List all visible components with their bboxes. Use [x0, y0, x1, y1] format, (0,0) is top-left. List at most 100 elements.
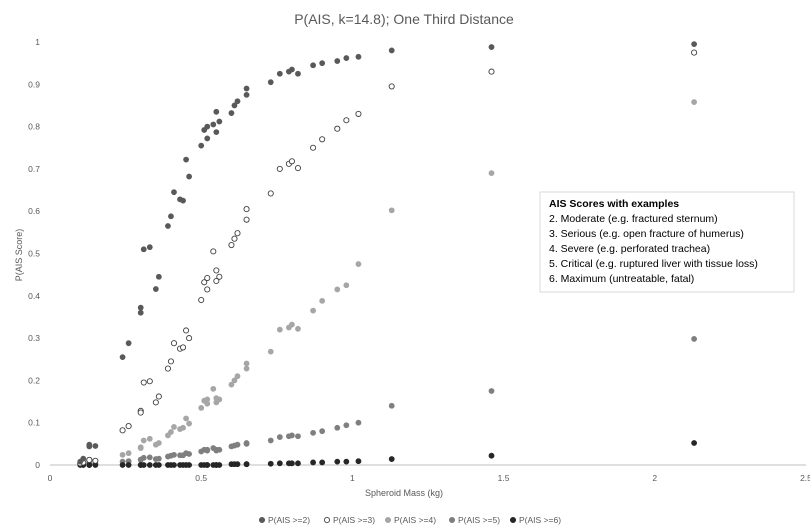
- point-series-4: [334, 424, 341, 431]
- x-tick-label: 2.5: [800, 473, 810, 483]
- point-series-3: [146, 435, 153, 442]
- point-series-4: [234, 441, 241, 448]
- point-series-3: [198, 404, 205, 411]
- y-tick-label: 0.4: [28, 291, 40, 301]
- point-series-4: [204, 446, 211, 453]
- point-series-1: [146, 244, 153, 251]
- point-series-2: [231, 235, 238, 242]
- point-series-1: [216, 118, 223, 125]
- data-points: [77, 41, 698, 468]
- point-series-5: [691, 440, 698, 446]
- point-series-1: [276, 70, 283, 77]
- point-series-1: [140, 246, 147, 253]
- y-tick-label: 0.1: [28, 418, 40, 428]
- point-series-1: [334, 58, 341, 64]
- legend-marker: [384, 516, 392, 524]
- x-tick-label: 0.5: [195, 473, 207, 483]
- point-series-3: [231, 377, 238, 384]
- annotation-line-serious: 3. Serious (e.g. open fracture of humeru…: [549, 228, 744, 240]
- point-series-5: [186, 462, 193, 468]
- point-series-2: [310, 144, 317, 151]
- point-series-4: [243, 440, 250, 446]
- point-series-2: [180, 344, 187, 351]
- point-series-2: [334, 125, 341, 132]
- y-tick-label: 0.5: [28, 249, 40, 259]
- y-tick-label: 0.2: [28, 375, 40, 385]
- point-series-5: [216, 462, 223, 468]
- point-series-4: [691, 336, 698, 342]
- point-series-4: [388, 402, 395, 409]
- point-series-2: [355, 110, 362, 117]
- legend-entry: P(AIS >=4): [394, 515, 436, 525]
- point-series-2: [294, 165, 302, 172]
- point-series-5: [488, 452, 495, 459]
- point-series-5: [140, 462, 147, 468]
- legend-entry: P(AIS >=5): [458, 515, 500, 525]
- point-series-1: [691, 41, 698, 48]
- point-series-2: [204, 286, 211, 293]
- point-series-3: [180, 424, 186, 431]
- point-series-1: [168, 213, 174, 220]
- point-series-2: [167, 358, 175, 365]
- point-series-3: [119, 451, 126, 458]
- point-series-1: [213, 129, 220, 135]
- point-series-3: [183, 415, 189, 422]
- point-series-1: [119, 354, 126, 361]
- point-series-5: [267, 460, 274, 467]
- point-series-1: [210, 121, 217, 128]
- point-series-2: [119, 427, 126, 434]
- point-series-1: [180, 197, 186, 204]
- point-series-2: [183, 327, 190, 334]
- point-series-5: [243, 461, 250, 468]
- chart-title: P(AIS, k=14.8); One Third Distance: [294, 11, 514, 27]
- point-series-2: [92, 457, 99, 464]
- point-series-1: [137, 309, 144, 316]
- point-series-3: [691, 99, 698, 105]
- point-series-2: [276, 165, 283, 172]
- annotation-line-maximum: 6. Maximum (untreatable, fatal): [549, 273, 694, 285]
- point-series-2: [234, 230, 241, 237]
- point-series-2: [343, 117, 350, 124]
- x-tick-label: 1: [350, 473, 355, 483]
- point-series-1: [137, 304, 144, 311]
- point-series-4: [216, 446, 223, 453]
- point-series-2: [125, 423, 132, 430]
- point-series-5: [310, 459, 316, 466]
- point-series-1: [125, 340, 132, 347]
- point-series-3: [228, 381, 235, 388]
- point-series-2: [155, 393, 162, 400]
- point-series-1: [267, 79, 274, 86]
- point-series-3: [319, 297, 326, 304]
- point-series-2: [319, 136, 326, 143]
- point-series-2: [228, 241, 235, 249]
- point-series-5: [276, 460, 283, 467]
- point-series-3: [234, 373, 241, 380]
- point-series-5: [355, 458, 362, 465]
- point-series-3: [186, 420, 193, 427]
- point-series-1: [388, 47, 395, 54]
- point-series-5: [289, 460, 295, 467]
- legend-marker: [448, 516, 456, 524]
- legend-entry: P(AIS >=6): [519, 515, 561, 525]
- point-series-5: [146, 462, 153, 468]
- point-series-2: [213, 267, 220, 274]
- point-series-5: [204, 462, 211, 468]
- x-tick-label: 1.5: [498, 473, 510, 483]
- point-series-1: [295, 70, 301, 77]
- point-series-5: [319, 459, 326, 466]
- point-series-3: [137, 445, 144, 451]
- point-series-4: [146, 454, 153, 461]
- point-series-3: [295, 325, 301, 332]
- point-series-1: [183, 156, 189, 163]
- point-series-1: [289, 66, 295, 73]
- point-series-2: [204, 274, 211, 282]
- point-series-1: [186, 173, 193, 180]
- point-series-1: [155, 273, 162, 280]
- point-series-4: [310, 429, 316, 436]
- legend-marker: [258, 516, 266, 524]
- point-series-3: [289, 321, 295, 328]
- y-tick-label: 0.6: [28, 206, 40, 216]
- point-series-5: [234, 461, 241, 468]
- annotation-line-critical: 5. Critical (e.g. ruptured liver with ti…: [549, 258, 758, 270]
